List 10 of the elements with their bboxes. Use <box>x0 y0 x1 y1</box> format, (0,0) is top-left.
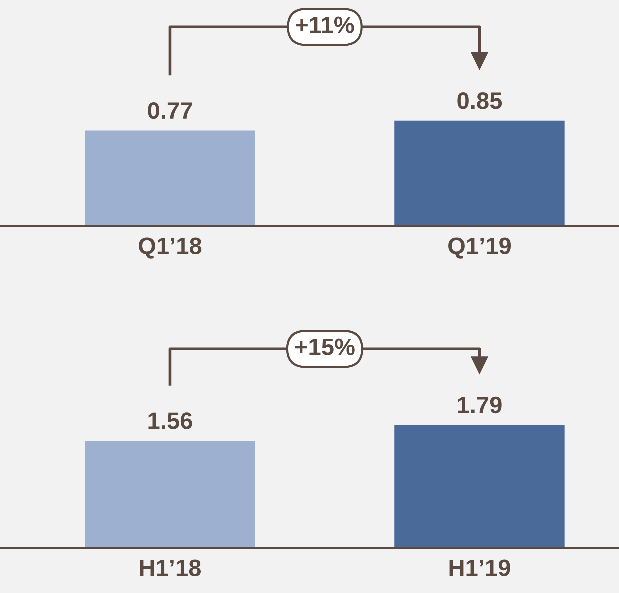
data-label: 1.79 <box>458 396 502 414</box>
data-label: 0.77 <box>148 102 192 120</box>
text: +15% <box>295 338 355 356</box>
x-tick-label: Q1’18 <box>139 238 202 259</box>
data-label: 1.56 <box>148 412 192 430</box>
x-tick-label: H1’19 <box>450 560 510 576</box>
x-tick-label: H1’18 <box>140 560 202 576</box>
text: +11% <box>296 16 354 34</box>
x-tick-label: Q1’19 <box>448 238 512 259</box>
data-label: 0.85 <box>458 92 502 110</box>
